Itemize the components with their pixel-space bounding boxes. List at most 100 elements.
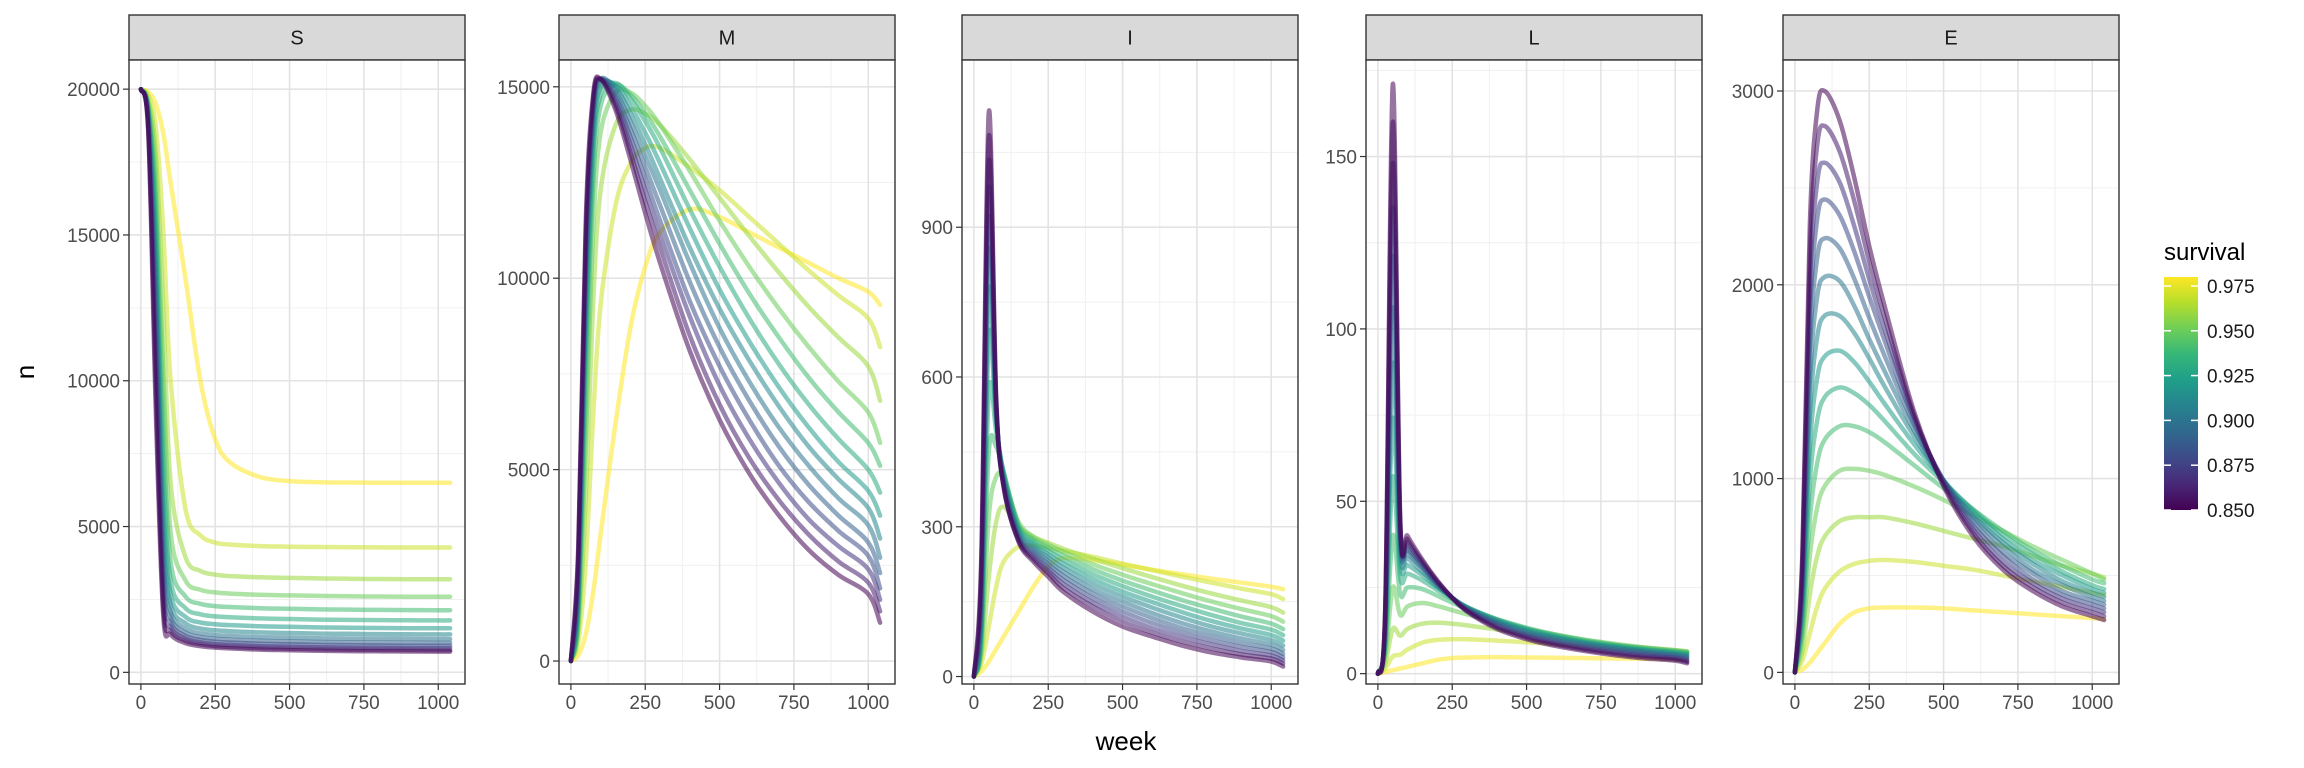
- facet-label: I: [1127, 28, 1133, 50]
- y-tick-label: 150: [1325, 148, 1357, 169]
- y-tick-label: 1000: [1732, 470, 1774, 491]
- facet-label: E: [1944, 28, 1957, 50]
- series-group: [1792, 87, 2107, 675]
- facet-label: M: [719, 28, 736, 50]
- x-tick-label: 750: [1585, 693, 1617, 714]
- x-tick-label: 250: [1853, 693, 1885, 714]
- series-line: [138, 86, 453, 654]
- x-tick-label: 1000: [847, 693, 889, 714]
- x-tick-label: 500: [1511, 693, 1543, 714]
- legend-tick-label: 0.850: [2207, 501, 2255, 522]
- x-tick-label: 0: [136, 693, 147, 714]
- legend-title: survival: [2164, 239, 2245, 266]
- y-tick-label: 600: [921, 368, 953, 389]
- plot-background: [559, 60, 895, 684]
- y-tick-label: 15000: [497, 78, 550, 99]
- y-tick-label: 5000: [508, 461, 550, 482]
- series-line: [1792, 605, 2107, 675]
- y-tick-label: 50: [1336, 492, 1357, 513]
- panel-border: [128, 59, 466, 685]
- series-line: [971, 432, 1286, 679]
- facet-label: L: [1528, 28, 1539, 50]
- panel-border: [1365, 59, 1703, 685]
- x-tick-label: 750: [778, 693, 810, 714]
- y-tick-label: 15000: [67, 226, 120, 247]
- panel-E: E 0 250 500 750 1000 0 1000 2000 3000: [1732, 14, 2120, 714]
- series-line: [138, 86, 453, 550]
- legend-tick-label: 0.900: [2207, 411, 2255, 432]
- series-line: [971, 470, 1286, 679]
- series-line: [138, 86, 453, 486]
- x-tick-label: 1000: [2071, 693, 2113, 714]
- y-tick-label: 10000: [497, 269, 550, 290]
- x-tick-label: 1000: [1250, 693, 1292, 714]
- y-tick-label: 20000: [67, 80, 120, 101]
- legend-ticks: 0.975 0.950 0.925 0.900 0.875 0.850: [2164, 277, 2255, 522]
- facet-label: S: [290, 28, 303, 50]
- series-group: [568, 74, 883, 664]
- legend-tick-label: 0.975: [2207, 277, 2255, 298]
- y-tick-label: 0: [539, 652, 550, 673]
- x-tick-label: 500: [704, 693, 736, 714]
- legend-tick-label: 0.950: [2207, 322, 2255, 343]
- x-tick-label: 250: [1032, 693, 1064, 714]
- series-group: [971, 108, 1286, 679]
- x-tick-label: 500: [274, 693, 306, 714]
- x-tick-label: 1000: [1654, 693, 1696, 714]
- legend-tick-label: 0.925: [2207, 367, 2255, 388]
- series-line: [1792, 87, 2107, 675]
- y-tick-label: 0: [109, 663, 120, 684]
- y-tick-label: 100: [1325, 320, 1357, 341]
- x-tick-label: 250: [1436, 693, 1468, 714]
- x-tick-label: 750: [2002, 693, 2034, 714]
- series-line: [971, 504, 1286, 679]
- facet-strip: [558, 14, 896, 61]
- y-tick-label: 0: [942, 668, 953, 689]
- panel-border: [961, 59, 1299, 685]
- facet-strip: [1365, 14, 1703, 61]
- y-tick-label: 0: [1346, 665, 1357, 686]
- legend-colorbar: [2164, 277, 2198, 510]
- plot-background: [1366, 60, 1702, 684]
- plot-background: [962, 60, 1298, 684]
- y-tick-label: 3000: [1732, 82, 1774, 103]
- facet-strip: [961, 14, 1299, 61]
- x-tick-label: 500: [1107, 693, 1139, 714]
- x-tick-label: 0: [1790, 693, 1801, 714]
- panel-L: L 0 250 500 750 1000 0 50 100 150: [1325, 14, 1703, 714]
- y-axis-label: n: [10, 365, 40, 379]
- color-legend: survival 0.975 0.950 0.925 0.900 0.875 0.850: [2164, 239, 2255, 522]
- y-tick-label: 5000: [78, 518, 120, 539]
- series-line: [1792, 422, 2107, 675]
- series-line: [1375, 81, 1690, 676]
- x-tick-label: 250: [199, 693, 231, 714]
- y-tick-label: 2000: [1732, 276, 1774, 297]
- x-tick-label: 0: [566, 693, 577, 714]
- facet-strip: [128, 14, 466, 61]
- panel-border: [1782, 59, 2120, 685]
- x-tick-label: 1000: [417, 693, 459, 714]
- legend-tick-label: 0.875: [2207, 456, 2255, 477]
- x-tick-label: 0: [1373, 693, 1384, 714]
- x-tick-label: 750: [348, 693, 380, 714]
- x-tick-label: 500: [1928, 693, 1960, 714]
- y-tick-label: 300: [921, 518, 953, 539]
- x-tick-label: 250: [629, 693, 661, 714]
- x-axis-label: week: [1095, 726, 1158, 756]
- panel-I: I 0 250 500 750 1000 0 300 600 900: [921, 14, 1299, 714]
- y-tick-label: 10000: [67, 372, 120, 393]
- series-line: [1792, 385, 2107, 675]
- y-tick-label: 0: [1763, 663, 1774, 684]
- panel-border: [558, 59, 896, 685]
- x-tick-label: 750: [1181, 693, 1213, 714]
- y-tick-label: 900: [921, 218, 953, 239]
- series-line: [568, 74, 883, 664]
- series-group: [1375, 81, 1690, 676]
- series-group: [138, 86, 453, 654]
- series-line: [1792, 466, 2107, 675]
- x-tick-label: 0: [969, 693, 980, 714]
